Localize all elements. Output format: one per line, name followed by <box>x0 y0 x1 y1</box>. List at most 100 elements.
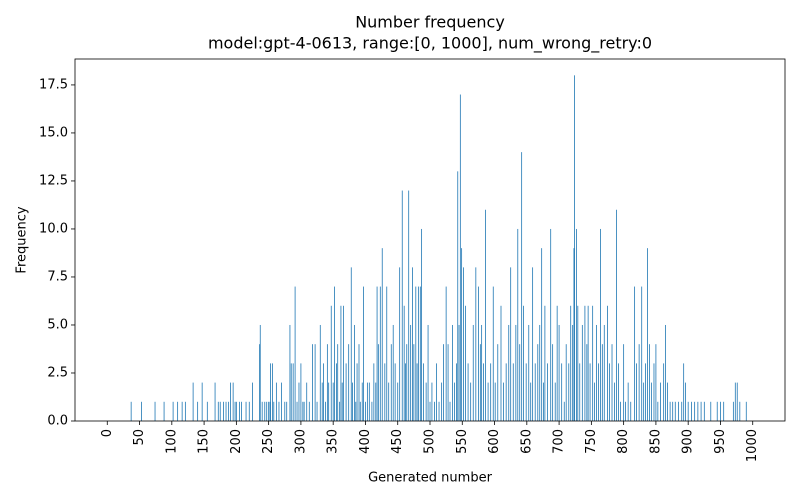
bar <box>239 401 240 421</box>
x-tick-label: 750 <box>584 429 599 454</box>
bar <box>463 267 464 421</box>
bar <box>481 324 483 421</box>
x-tick-label: 950 <box>713 429 728 454</box>
bar <box>423 363 424 421</box>
bar <box>261 401 263 421</box>
bar <box>412 267 413 421</box>
bar <box>275 382 277 421</box>
bar <box>405 363 406 421</box>
bar <box>436 363 437 421</box>
bar <box>328 382 330 421</box>
bar <box>390 344 392 421</box>
x-tick-label: 250 <box>261 429 276 454</box>
x-tick-label: 650 <box>519 429 534 454</box>
bar <box>630 401 632 421</box>
x-tick-label: 200 <box>229 429 244 454</box>
bar <box>341 382 343 421</box>
bar <box>634 286 636 421</box>
x-tick-label: 100 <box>164 429 179 454</box>
bar <box>241 401 242 421</box>
y-tick-label: 5.0 <box>47 317 68 332</box>
bar <box>377 344 379 421</box>
bar <box>581 324 583 421</box>
bar <box>438 401 440 421</box>
bar <box>352 382 353 421</box>
bar <box>441 382 443 421</box>
bar <box>745 401 747 421</box>
bar <box>587 305 589 421</box>
x-tick-label: 450 <box>390 429 405 454</box>
bar <box>330 305 332 421</box>
bar <box>336 363 337 421</box>
bar <box>627 382 629 421</box>
bar <box>323 363 324 421</box>
bar <box>278 401 280 421</box>
bar <box>371 401 373 421</box>
bar <box>206 401 208 421</box>
x-tick-label: 550 <box>455 429 470 454</box>
bar <box>363 286 364 421</box>
bar <box>337 344 339 421</box>
bar <box>406 344 408 421</box>
bar <box>645 363 646 421</box>
bar <box>356 363 358 421</box>
y-axis-label: Frequency <box>15 206 30 273</box>
y-tick-label: 7.5 <box>47 269 68 284</box>
bar <box>454 382 455 421</box>
bar <box>214 382 216 421</box>
x-tick-label: 600 <box>487 429 502 454</box>
bar <box>618 363 619 421</box>
bar <box>663 363 665 421</box>
bar <box>534 363 536 421</box>
bar <box>192 382 194 421</box>
bar <box>614 382 615 421</box>
bar <box>235 401 237 421</box>
bar <box>269 401 271 421</box>
bar <box>184 401 186 421</box>
bar <box>687 401 689 421</box>
bar <box>234 401 236 421</box>
bar <box>697 401 699 421</box>
bar <box>259 344 260 421</box>
bar <box>508 324 510 421</box>
bar <box>321 382 323 421</box>
bar <box>177 401 179 421</box>
bar <box>273 401 275 421</box>
x-tick-label: 900 <box>681 429 696 454</box>
bar <box>332 382 334 421</box>
bar <box>172 401 174 421</box>
bar <box>397 382 399 421</box>
bar <box>660 382 661 421</box>
bar <box>264 401 266 421</box>
bar <box>434 401 435 421</box>
y-tick-label: 12.5 <box>39 173 68 188</box>
bar <box>319 324 321 421</box>
bar <box>490 363 492 421</box>
bar <box>479 344 481 421</box>
bar <box>376 286 378 421</box>
bar <box>416 363 418 421</box>
bar <box>217 401 219 421</box>
bar <box>643 382 645 421</box>
bar <box>130 401 132 421</box>
bar <box>601 344 603 421</box>
bar <box>623 344 625 421</box>
bar <box>600 228 601 421</box>
bar <box>638 344 640 421</box>
bar <box>517 228 519 421</box>
bar <box>568 363 570 421</box>
bar <box>500 305 502 421</box>
bar <box>399 267 401 421</box>
bar <box>739 401 741 421</box>
bar <box>358 344 360 421</box>
bar <box>379 286 381 421</box>
bar <box>672 401 674 421</box>
bar <box>366 382 368 421</box>
bar <box>475 267 477 421</box>
bar <box>574 75 575 421</box>
bar <box>268 401 270 421</box>
bar <box>384 363 386 421</box>
bar <box>592 305 594 421</box>
bar <box>537 344 539 421</box>
bar <box>620 401 621 421</box>
